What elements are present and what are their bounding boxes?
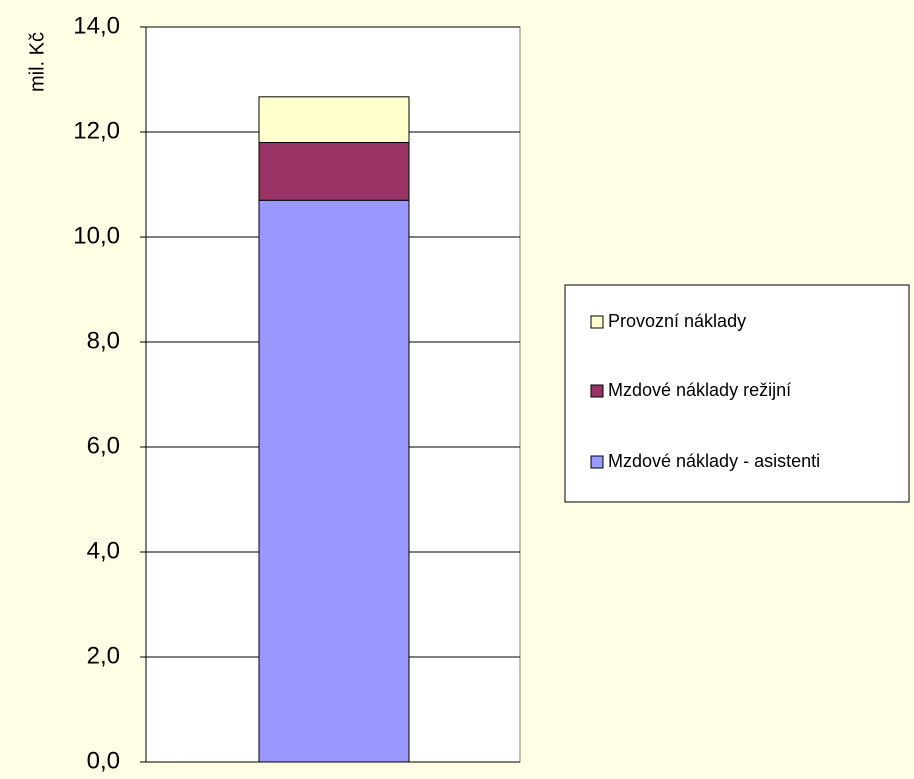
legend: Provozní náklady Mzdové náklady režijní Mz… <box>564 284 910 503</box>
y-tick-label: 8,0 <box>87 327 120 354</box>
legend-label: Mzdové náklady - asistenti <box>608 451 820 471</box>
y-tick-label: 0,0 <box>87 747 120 774</box>
y-tick-label: 10,0 <box>73 222 120 249</box>
y-axis-ticks: 0,0 2,0 4,0 6,0 8,0 10,0 12,0 14,0 <box>73 12 146 774</box>
bar-segment <box>258 142 410 201</box>
legend-swatch <box>590 315 604 329</box>
bar-segment <box>258 199 410 763</box>
legend-box <box>564 284 910 503</box>
legend-label: Provozní náklady <box>608 311 746 331</box>
legend-swatch <box>590 455 604 469</box>
y-axis-label: mil. Kč <box>26 32 48 92</box>
y-tick-label: 2,0 <box>87 642 120 669</box>
y-tick-label: 6,0 <box>87 432 120 459</box>
y-tick-label: 14,0 <box>73 12 120 39</box>
y-tick-label: 12,0 <box>73 117 120 144</box>
y-tick-label: 4,0 <box>87 537 120 564</box>
bars <box>258 96 410 763</box>
legend-label: Mzdové náklady režijní <box>608 380 791 400</box>
bar-segment <box>258 96 410 143</box>
legend-swatch <box>590 384 604 398</box>
